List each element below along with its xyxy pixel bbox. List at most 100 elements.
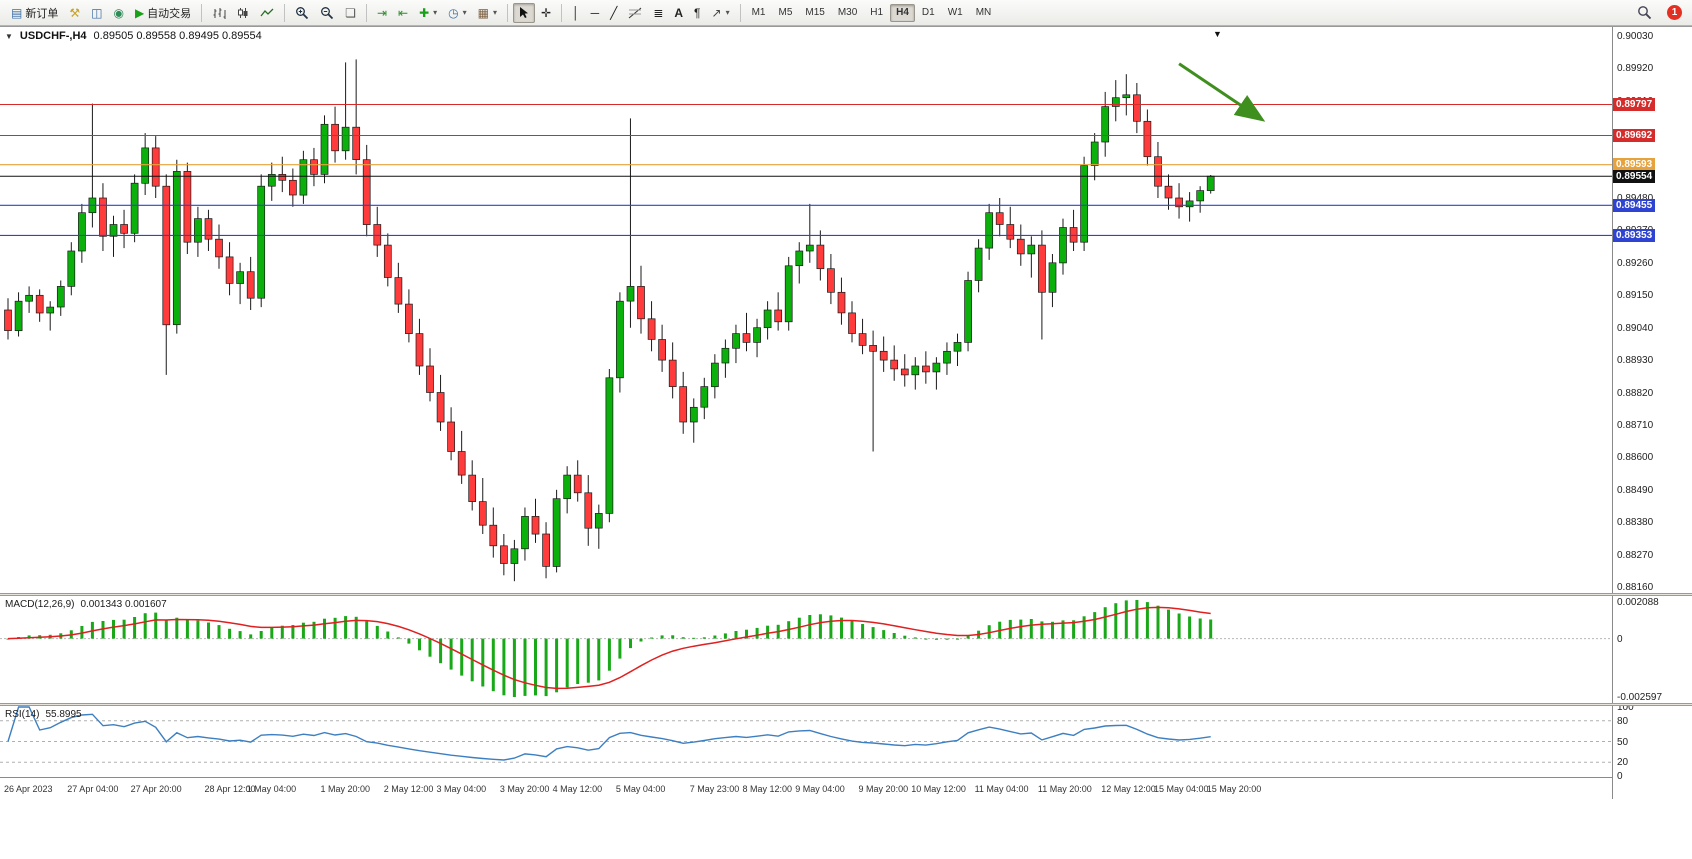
text-icon: A — [674, 5, 684, 20]
vertical-line-button[interactable]: │ — [567, 3, 585, 23]
auto-scroll-button[interactable]: ⇥ — [372, 3, 392, 23]
line-chart-button[interactable] — [255, 3, 279, 23]
channels-button[interactable]: ≣ — [648, 3, 668, 23]
chart-shift-marker-icon[interactable]: ▼ — [1213, 29, 1222, 39]
time-axis-label: 10 May 12:00 — [911, 784, 966, 794]
trendline-button[interactable]: ╱ — [605, 3, 622, 23]
toolbar-separator — [201, 3, 203, 22]
rsi-scale-label: 80 — [1617, 715, 1629, 727]
price-axis-label: 0.89150 — [1617, 290, 1654, 302]
timeframe-w1-button[interactable]: W1 — [942, 4, 969, 22]
macd-pane-canvas[interactable] — [0, 596, 1612, 703]
mql-wizard-icon: ⚒ — [69, 5, 81, 20]
macd-label: MACD(12,26,9) 0.001343 0.001607 — [5, 599, 167, 610]
macd-name: MACD(12,26,9) — [5, 599, 75, 610]
price-axis-label: 0.88160 — [1617, 582, 1654, 594]
candlestick-chart-button[interactable] — [232, 3, 254, 23]
time-axis-label: 11 May 20:00 — [1037, 784, 1092, 794]
notification-badge[interactable]: 1 — [1667, 5, 1682, 20]
time-axis-label: 2 May 12:00 — [383, 784, 434, 794]
fibonacci-button[interactable] — [623, 3, 647, 23]
indicators-button[interactable]: ✚ ▾ — [414, 3, 442, 23]
price-axis[interactable]: 0.900300.899200.898100.897000.895900.894… — [1612, 27, 1692, 799]
timeframe-h1-button[interactable]: H1 — [864, 4, 889, 22]
mql-wizard-button[interactable]: ⚒ — [64, 3, 85, 23]
price-axis-label: 0.88820 — [1617, 387, 1654, 399]
zoom-out-button[interactable] — [315, 3, 339, 23]
price-axis-label: 0.88270 — [1617, 549, 1654, 561]
timeframe-mn-button[interactable]: MN — [970, 4, 998, 22]
time-axis-label: 5 May 04:00 — [615, 784, 666, 794]
price-tag[interactable]: 0.89455 — [1613, 198, 1656, 212]
timeframe-h4-button[interactable]: H4 — [890, 3, 915, 22]
chart-shift-icon: ⇤ — [398, 5, 409, 20]
rsi-scale-label: 0 — [1617, 771, 1623, 782]
time-axis-label: 1 May 20:00 — [320, 784, 371, 794]
zoom-in-icon — [296, 6, 309, 19]
auto-trading-button[interactable]: ▶ 自动交易 — [130, 3, 196, 23]
price-axis-label: 0.89040 — [1617, 322, 1654, 334]
timeframe-m5-button[interactable]: M5 — [772, 4, 798, 22]
rsi-label: RSI(14) 55.8995 — [5, 709, 82, 720]
timeframe-d1-button[interactable]: D1 — [916, 4, 941, 22]
price-tag[interactable]: 0.89692 — [1613, 128, 1656, 142]
channels-icon: ≣ — [653, 5, 664, 20]
new-order-label: 新订单 — [25, 7, 59, 20]
price-axis-label: 0.90030 — [1617, 30, 1654, 42]
pane-splitter[interactable] — [0, 593, 1692, 596]
rsi-pane-canvas[interactable] — [0, 706, 1612, 777]
rsi-name: RSI(14) — [5, 709, 40, 720]
templates-button[interactable]: ▦ ▾ — [473, 3, 502, 23]
time-axis-label: 7 May 23:00 — [689, 784, 740, 794]
rsi-value: 55.8995 — [45, 709, 82, 720]
arrow-annotation[interactable] — [1178, 62, 1266, 122]
pane-splitter[interactable] — [0, 703, 1692, 706]
price-axis-label: 0.88490 — [1617, 484, 1654, 496]
zoom-in-button[interactable] — [290, 3, 314, 23]
macd-values: 0.001343 0.001607 — [80, 599, 167, 610]
macd-scale-label: 0 — [1617, 633, 1623, 645]
price-axis-label: 0.89480 — [1617, 193, 1653, 204]
price-tag[interactable]: 0.89797 — [1613, 98, 1656, 112]
multi-terminal-button[interactable]: ◫ — [86, 3, 107, 23]
rsi-scale-label: 100 — [1617, 702, 1634, 713]
time-axis-label: 27 Apr 20:00 — [130, 784, 182, 794]
search-icon — [1638, 6, 1652, 20]
time-axis-label: 27 Apr 04:00 — [67, 784, 119, 794]
chart-shift-button[interactable]: ⇤ — [393, 3, 413, 23]
time-axis-label: 8 May 12:00 — [742, 784, 793, 794]
crosshair-icon: ✛ — [541, 5, 552, 20]
time-axis-label: 15 May 04:00 — [1153, 784, 1209, 794]
arrows-tool-icon: ↗ — [711, 5, 722, 20]
toolbar-separator — [284, 3, 286, 22]
price-tag[interactable]: 0.89554 — [1613, 169, 1656, 183]
price-tag[interactable]: 0.89353 — [1613, 228, 1656, 242]
auto-trading-play-icon: ▶ — [134, 5, 145, 20]
community-button[interactable]: ◉ — [108, 3, 128, 23]
timeframe-m30-button[interactable]: M30 — [832, 4, 863, 22]
time-axis-label: 11 May 04:00 — [974, 784, 1029, 794]
time-axis-label: 9 May 04:00 — [795, 784, 845, 794]
timeframe-m15-button[interactable]: M15 — [799, 4, 830, 22]
trendline-icon: ╱ — [610, 5, 618, 20]
pane-collapse-icon[interactable]: ▼ — [5, 31, 13, 41]
price-tag[interactable]: 0.89593 — [1613, 158, 1656, 172]
new-order-button[interactable]: ▤ 新订单 — [6, 3, 63, 23]
timeframe-toolbar: M1 M5 M15 M30 H1 H4 D1 W1 MN — [746, 3, 998, 22]
price-axis-label: 0.88380 — [1617, 517, 1654, 529]
bar-chart-button[interactable] — [207, 3, 231, 23]
text-label-button[interactable]: ¶ — [689, 3, 705, 23]
time-axis[interactable]: 26 Apr 2023 27 Apr 04:00 27 Apr 20:00 28 Ap… — [0, 777, 1612, 799]
arrows-tool-button[interactable]: ↗ ▾ — [707, 3, 735, 23]
periods-button[interactable]: ◷ ▾ — [443, 3, 472, 23]
timeframe-m1-button[interactable]: M1 — [746, 4, 772, 22]
search-button[interactable] — [1632, 3, 1657, 23]
text-button[interactable]: A — [669, 3, 688, 23]
toolbar-separator — [739, 3, 741, 22]
chevron-down-icon: ▾ — [433, 8, 438, 17]
crosshair-button[interactable]: ✛ — [536, 3, 556, 23]
cursor-button[interactable] — [513, 2, 535, 23]
tile-windows-button[interactable]: ❏ — [340, 3, 361, 23]
price-chart-canvas[interactable] — [0, 27, 1612, 593]
horizontal-line-button[interactable]: ─ — [586, 3, 605, 23]
